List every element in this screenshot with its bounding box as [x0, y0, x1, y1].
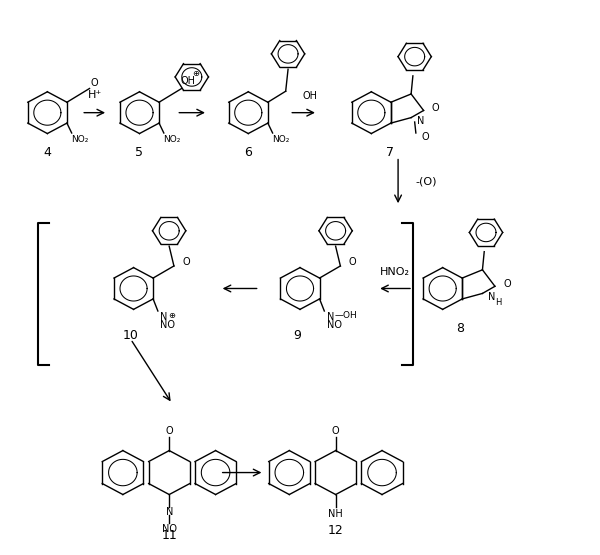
Text: 11: 11	[161, 529, 177, 542]
Text: H: H	[496, 297, 502, 307]
Text: 6: 6	[244, 146, 252, 159]
Text: 7: 7	[386, 146, 394, 159]
Text: 12: 12	[328, 524, 344, 537]
Text: O: O	[349, 256, 356, 266]
Text: ⊕: ⊕	[193, 69, 199, 78]
Text: NO: NO	[326, 320, 341, 330]
Text: ⊕: ⊕	[169, 311, 176, 320]
Text: H⁺: H⁺	[88, 90, 102, 100]
Text: NO₂: NO₂	[71, 135, 89, 144]
Text: OH: OH	[302, 90, 317, 100]
Text: N: N	[417, 116, 424, 126]
Text: N: N	[326, 311, 334, 321]
Text: O: O	[166, 426, 173, 436]
Text: O: O	[91, 78, 98, 88]
Text: N: N	[166, 507, 173, 517]
Text: O: O	[332, 426, 340, 436]
Text: O: O	[422, 133, 430, 143]
Text: —OH: —OH	[335, 311, 358, 320]
Text: NO₂: NO₂	[163, 135, 181, 144]
Text: N: N	[488, 292, 496, 302]
Text: N: N	[160, 311, 167, 321]
Text: NH: NH	[328, 509, 343, 519]
Text: 8: 8	[457, 321, 464, 335]
Text: O: O	[432, 103, 440, 113]
Text: O: O	[503, 279, 511, 289]
Text: 9: 9	[293, 329, 301, 342]
Text: O: O	[182, 256, 190, 266]
Text: NO: NO	[160, 320, 175, 330]
Text: NO₂: NO₂	[272, 135, 290, 144]
Text: 4: 4	[43, 146, 51, 159]
Text: 10: 10	[122, 329, 139, 342]
Text: 5: 5	[136, 146, 143, 159]
Text: OH: OH	[180, 76, 195, 86]
Text: NO: NO	[162, 524, 177, 534]
Text: -(O): -(O)	[416, 176, 437, 186]
Text: HNO₂: HNO₂	[380, 267, 410, 277]
